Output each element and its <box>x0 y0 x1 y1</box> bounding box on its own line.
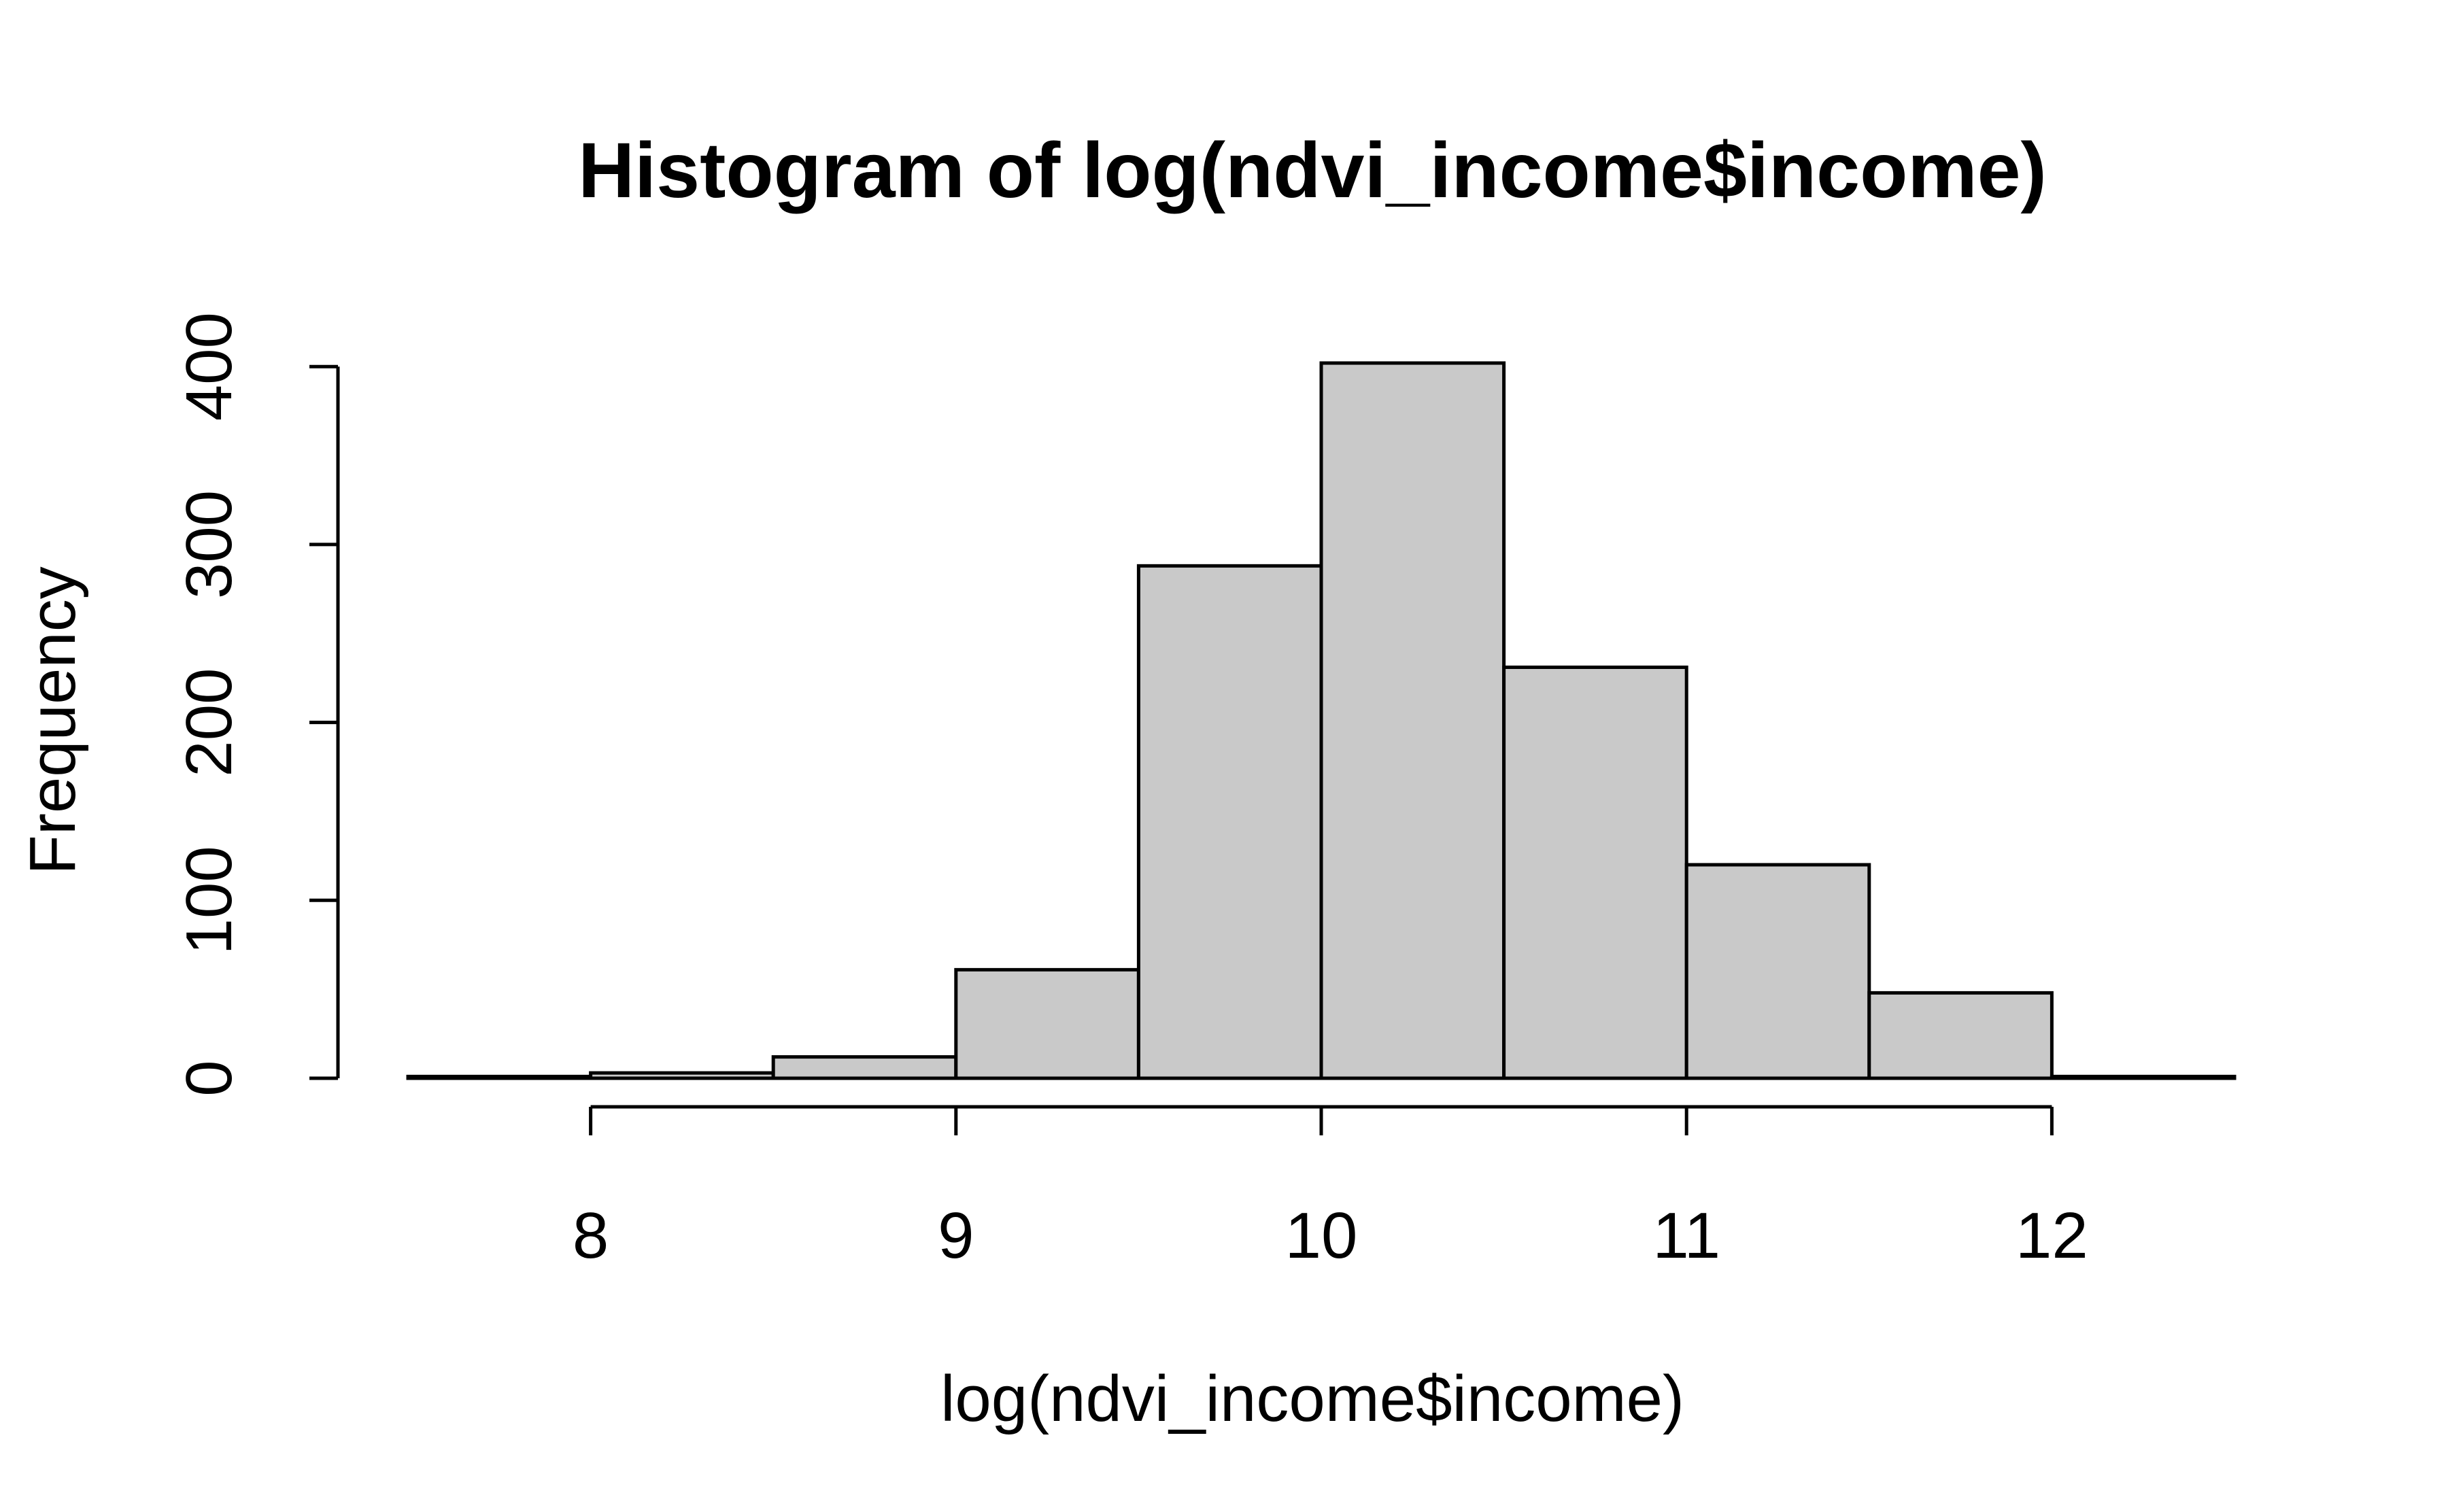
histogram-bar-8 <box>1867 991 2054 1080</box>
x-tick-label: 11 <box>1652 1199 1720 1272</box>
histogram-bar-6 <box>1502 665 1688 1080</box>
x-axis: 8 9 10 11 12 <box>573 1105 2088 1272</box>
histogram-bar-7 <box>1684 863 1871 1080</box>
y-tick-label: 100 <box>173 846 245 955</box>
x-axis-label: log(ndvi_income$income) <box>940 1362 1684 1435</box>
y-axis-label: Frequency <box>16 566 89 875</box>
bars-group <box>406 361 2237 1080</box>
x-tick-label: 8 <box>573 1199 609 1272</box>
histogram-bar-2 <box>771 1055 958 1080</box>
histogram-bar-0 <box>406 1074 593 1080</box>
x-tick-label: 12 <box>2016 1199 2088 1272</box>
y-tick-label: 0 <box>173 1060 245 1096</box>
y-tick-label: 200 <box>173 668 245 777</box>
histogram-bar-4 <box>1136 564 1323 1080</box>
x-tick-label: 9 <box>938 1199 974 1272</box>
chart-title: Histogram of log(ndvi_income$income) <box>578 127 2047 214</box>
y-axis: 0 100 200 300 400 <box>173 312 340 1097</box>
histogram-bar-1 <box>589 1071 775 1080</box>
histogram-bar-9 <box>2050 1074 2237 1080</box>
histogram-bar-3 <box>954 967 1140 1080</box>
y-tick-label: 300 <box>173 490 245 599</box>
histogram-bar-5 <box>1319 361 1506 1080</box>
x-tick-label: 10 <box>1285 1199 1358 1272</box>
y-tick-label: 400 <box>173 312 245 421</box>
